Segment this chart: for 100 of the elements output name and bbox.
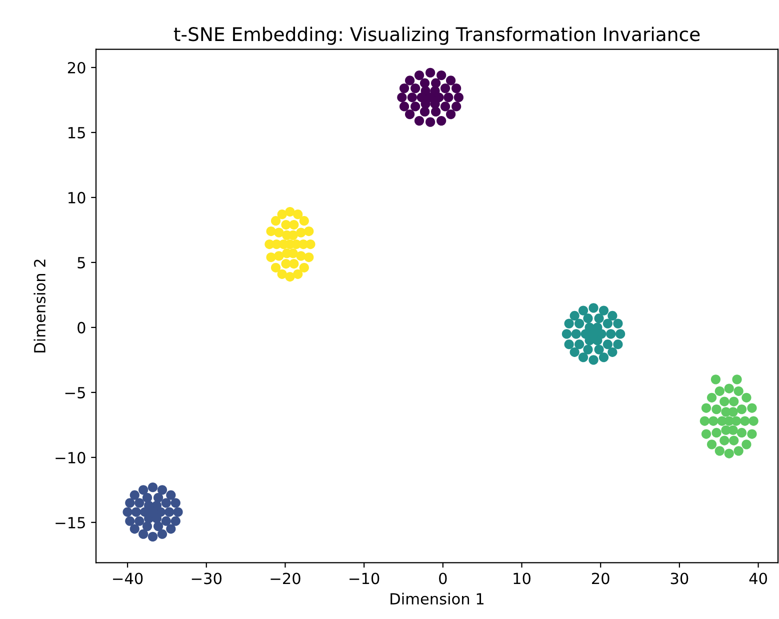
chart-title: t-SNE Embedding: Visualizing Transformation Invariance bbox=[174, 26, 700, 45]
point bbox=[277, 269, 287, 279]
x-tick-label: 0 bbox=[439, 572, 447, 584]
point bbox=[293, 269, 303, 279]
point bbox=[430, 99, 440, 109]
point bbox=[289, 220, 299, 230]
point bbox=[299, 262, 309, 272]
x-tick-label: −10 bbox=[350, 572, 380, 584]
point bbox=[164, 507, 174, 517]
point bbox=[410, 83, 420, 94]
point bbox=[166, 524, 176, 534]
point bbox=[747, 429, 757, 439]
point bbox=[399, 102, 410, 112]
point bbox=[304, 226, 314, 236]
point bbox=[157, 529, 168, 539]
point bbox=[130, 490, 140, 500]
y-tick-label: 20 bbox=[68, 62, 86, 74]
point bbox=[304, 252, 314, 262]
point bbox=[296, 228, 306, 238]
point bbox=[578, 352, 588, 362]
point bbox=[613, 340, 623, 350]
point bbox=[701, 429, 712, 439]
point bbox=[736, 428, 747, 438]
point bbox=[440, 83, 450, 94]
point bbox=[173, 507, 183, 517]
x-tick-label: −40 bbox=[113, 572, 143, 584]
point bbox=[594, 344, 604, 354]
point bbox=[134, 516, 144, 526]
point bbox=[266, 226, 276, 236]
point bbox=[720, 396, 730, 406]
point bbox=[407, 92, 417, 102]
y-tick-label: 15 bbox=[68, 127, 85, 139]
point bbox=[706, 392, 717, 402]
point bbox=[564, 318, 574, 328]
x-axis-title: Dimension 1 bbox=[390, 592, 484, 605]
point bbox=[740, 416, 750, 426]
point bbox=[161, 498, 171, 508]
point bbox=[270, 262, 281, 272]
point bbox=[285, 272, 295, 282]
point bbox=[748, 416, 758, 426]
point bbox=[606, 329, 616, 339]
point bbox=[414, 70, 424, 80]
point bbox=[425, 92, 436, 102]
point bbox=[724, 384, 734, 394]
point bbox=[724, 416, 734, 426]
point bbox=[404, 109, 415, 120]
point bbox=[616, 329, 626, 339]
point bbox=[288, 248, 298, 258]
point bbox=[153, 492, 164, 503]
point bbox=[293, 210, 303, 220]
point bbox=[454, 92, 464, 102]
point bbox=[714, 446, 724, 456]
point bbox=[277, 210, 287, 220]
point bbox=[602, 340, 613, 350]
point bbox=[289, 258, 299, 269]
point bbox=[130, 524, 140, 534]
point bbox=[414, 116, 424, 126]
point bbox=[420, 106, 430, 116]
point bbox=[170, 516, 180, 526]
point bbox=[571, 329, 581, 339]
point bbox=[729, 396, 739, 406]
point bbox=[285, 206, 295, 217]
point bbox=[440, 102, 450, 112]
point bbox=[729, 436, 739, 446]
point bbox=[734, 446, 744, 456]
point bbox=[588, 303, 598, 313]
y-tick-label: −10 bbox=[56, 452, 86, 464]
point bbox=[608, 310, 618, 321]
point bbox=[138, 529, 148, 539]
x-tick-label: −20 bbox=[270, 572, 300, 584]
point bbox=[425, 68, 436, 78]
point bbox=[142, 492, 152, 503]
x-tick-label: 30 bbox=[670, 572, 688, 584]
point bbox=[574, 318, 584, 328]
point bbox=[588, 355, 598, 365]
point bbox=[701, 403, 712, 413]
y-tick-label: −5 bbox=[65, 387, 85, 398]
point bbox=[598, 352, 609, 362]
point bbox=[608, 347, 618, 357]
point bbox=[570, 347, 580, 357]
point bbox=[562, 329, 572, 339]
point bbox=[274, 228, 284, 238]
point bbox=[613, 318, 623, 328]
point bbox=[714, 386, 724, 396]
point bbox=[706, 440, 717, 450]
point bbox=[574, 340, 584, 350]
y-tick-label: 5 bbox=[78, 257, 85, 268]
point bbox=[742, 440, 752, 450]
point bbox=[148, 482, 158, 492]
point bbox=[452, 102, 462, 112]
point bbox=[266, 252, 276, 262]
point bbox=[138, 485, 148, 495]
point bbox=[598, 306, 609, 316]
point bbox=[747, 403, 757, 413]
point bbox=[436, 70, 446, 80]
x-tick-label: 40 bbox=[749, 572, 767, 584]
point bbox=[296, 251, 306, 261]
point bbox=[700, 416, 710, 426]
point bbox=[125, 498, 135, 508]
y-tick-label: −15 bbox=[56, 517, 85, 528]
